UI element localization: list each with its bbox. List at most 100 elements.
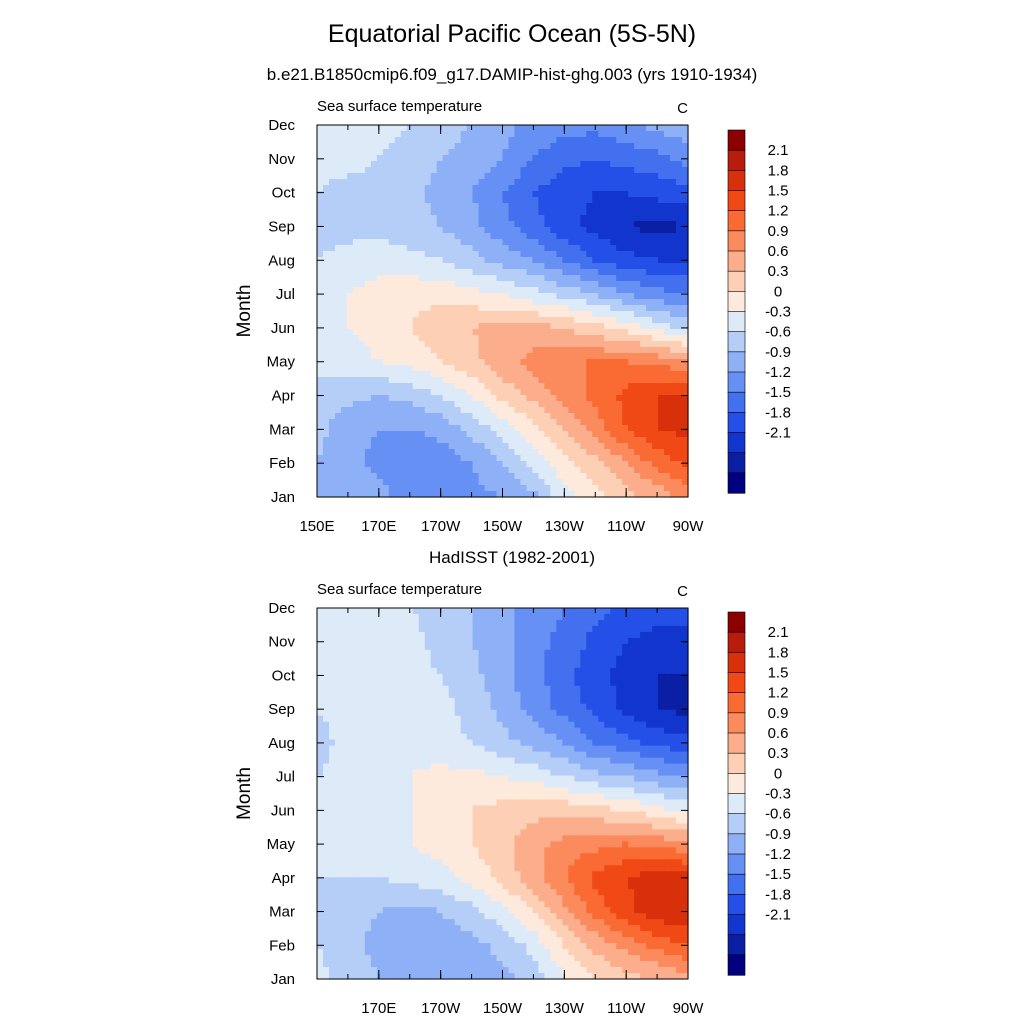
field-cell [442,287,450,294]
field-cell [598,608,605,615]
field-cell [586,485,593,492]
field-cell [568,613,575,621]
field-cell [568,449,575,456]
field-cell [568,203,575,210]
field-cell [394,167,402,174]
field-cell [436,685,444,693]
field-cell [496,401,504,408]
field-cell [466,359,474,366]
field-cell [382,613,390,621]
field-cell [328,149,336,156]
field-cell [412,245,420,252]
field-cell [394,437,402,444]
field-cell [514,347,522,354]
field-cell [370,667,378,675]
field-cell [418,473,426,480]
field-cell [664,215,671,222]
y-tick-label: Mar [269,421,295,438]
field-cell [406,425,414,432]
field-cell [364,293,372,300]
field-cell [676,625,683,633]
field-cell [532,461,539,468]
field-cell [670,251,677,258]
field-cell [562,269,569,276]
field-cell [370,185,378,192]
field-cell [580,649,587,657]
field-cell [508,245,516,252]
field-cell [544,239,551,246]
field-cell [430,275,438,282]
field-cell [484,125,492,132]
field-cell [622,269,629,276]
field-cell [580,263,587,270]
field-cell [550,167,557,174]
field-cell [358,245,366,252]
field-cell [550,383,557,390]
field-cell [490,691,498,699]
field-cell [436,341,444,348]
field-cell [580,221,587,228]
field-cell [340,263,348,270]
field-cell [328,197,336,204]
field-cell [562,425,569,432]
field-cell [406,161,414,168]
field-cell [317,239,324,246]
field-cell [454,691,462,699]
field-cell [382,275,390,282]
field-cell [538,239,545,246]
field-cell [544,673,551,681]
field-cell [502,359,510,366]
field-cell [424,655,432,663]
field-cell [520,455,528,462]
field-cell [382,209,390,216]
field-cell [394,263,402,270]
field-cell [664,275,671,282]
field-cell [394,215,402,222]
field-cell [502,155,510,162]
field-cell [646,395,653,402]
field-cell [466,311,474,318]
field-cell [580,443,587,450]
field-cell [622,473,629,480]
field-cell [376,191,384,198]
field-cell [412,275,420,282]
field-cell [610,619,617,627]
field-cell [550,461,557,468]
field-cell [640,407,647,414]
field-cell [622,697,629,705]
field-cell [646,679,653,687]
field-cell [508,179,516,186]
field-cell [346,673,354,681]
field-cell [574,655,581,663]
field-cell [400,245,408,252]
field-cell [394,359,402,366]
field-cell [526,137,534,144]
field-cell [556,317,563,324]
field-cell [352,383,360,390]
field-cell [448,353,456,360]
field-cell [532,608,539,615]
field-cell [526,608,534,615]
field-cell [580,203,587,210]
field-cell [568,608,575,615]
field-cell [658,419,665,426]
field-cell [580,281,587,288]
field-cell [550,625,557,633]
field-cell [514,137,522,144]
field-cell [502,143,510,150]
field-cell [406,233,414,240]
field-cell [376,269,384,276]
field-cell [484,479,492,486]
field-cell [442,401,450,408]
field-cell [520,275,528,282]
field-cell [604,389,611,396]
field-cell [424,197,432,204]
field-cell [460,619,468,627]
field-cell [466,673,474,681]
field-cell [592,245,599,252]
field-cell [562,667,569,675]
field-cell [454,347,462,354]
field-cell [586,191,593,198]
field-cell [556,197,563,204]
field-cell [460,305,468,312]
